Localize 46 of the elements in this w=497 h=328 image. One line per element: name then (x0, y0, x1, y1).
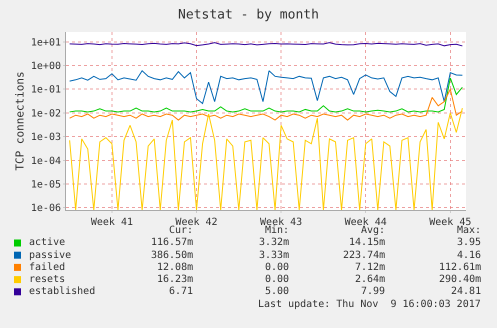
x-tick-label: Week 42 (175, 217, 218, 228)
text: 7.12m (355, 262, 386, 273)
text: 223.74m (343, 250, 386, 261)
y-tick-label: 1e-02 (30, 108, 61, 120)
line-series (69, 70, 463, 104)
y-tick-label: 1e+01 (30, 37, 61, 48)
x-tick-label: Week 41 (90, 217, 133, 228)
text: 112.61m (439, 262, 482, 273)
text: 290.40m (439, 274, 482, 285)
y-axis-title: TCP connections (14, 71, 27, 171)
y-tick-label: 1e+00 (30, 61, 61, 72)
text: 7.99 (361, 286, 386, 297)
text: Avg: (361, 225, 386, 236)
line-series (69, 77, 463, 112)
legend-label: active (29, 237, 66, 248)
y-tick-label: 1e-03 (30, 132, 61, 144)
text: 14.15m (349, 237, 386, 248)
text: Last update: Thu Nov 9 16:00:03 2017 (258, 299, 481, 310)
text: 3.95 (457, 237, 482, 248)
y-tick-label: 1e-05 (30, 180, 61, 191)
text: Min: (265, 225, 290, 236)
y-tick-label: 1e-01 (30, 84, 61, 96)
text: 6.71 (169, 286, 194, 297)
y-tick-label: 1e-04 (30, 156, 61, 167)
legend-label: failed (29, 262, 66, 273)
text: 0.00 (265, 262, 290, 273)
legend-label: resets (29, 274, 66, 285)
text: 16.23m (157, 274, 194, 285)
line-series (69, 88, 463, 121)
text: 12.08m (157, 262, 194, 273)
chart-title: Netstat - by month (178, 8, 319, 23)
legend-label: passive (29, 250, 72, 261)
y-tick-label: 1e-06 (30, 203, 61, 214)
text: 386.50m (151, 250, 194, 261)
text: 5.00 (265, 286, 290, 297)
text: 4.16 (457, 250, 482, 261)
text: 0.00 (265, 274, 290, 285)
text: 24.81 (451, 286, 482, 297)
text: 116.57m (151, 237, 194, 248)
text: Cur: (169, 225, 194, 236)
legend-label: established (29, 286, 96, 297)
text: Max: (457, 225, 482, 236)
text: 3.32m (259, 237, 290, 248)
text: 3.33m (259, 250, 290, 261)
line-series (69, 108, 463, 210)
text: 2.64m (355, 274, 386, 285)
